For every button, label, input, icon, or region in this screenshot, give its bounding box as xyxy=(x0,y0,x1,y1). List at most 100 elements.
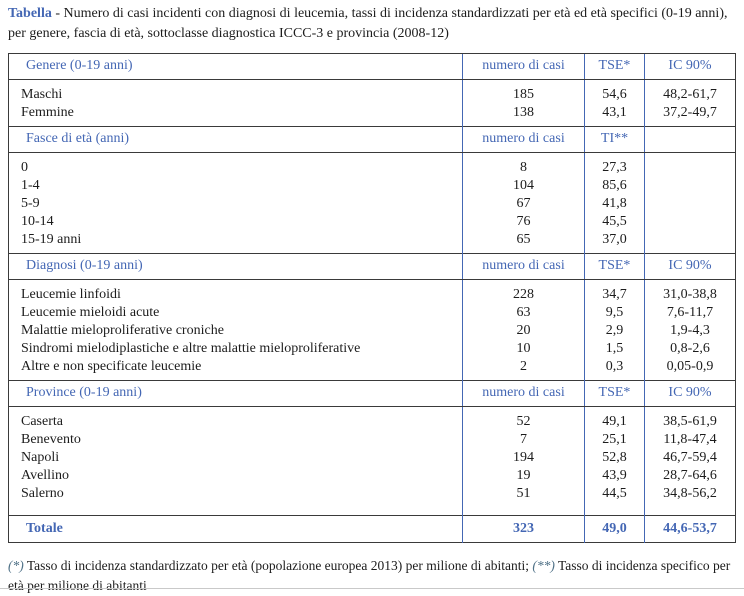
section-header-row: Fasce di età (anni) numero di casi TI** xyxy=(8,125,736,153)
table-cell: 2 xyxy=(462,357,585,381)
section-header-cell: IC 90% xyxy=(644,379,736,407)
table-cell: 1,9-4,3 xyxy=(644,321,736,340)
table-cell: 51 xyxy=(462,484,585,516)
table-cell: 228 xyxy=(462,279,585,304)
section-header-cell: IC 90% xyxy=(644,252,736,280)
table-cell: Napoli xyxy=(21,449,60,465)
table-cell: 85,6 xyxy=(584,176,645,195)
table-row: Leucemie mieloidi acute 63 9,5 7,6-11,7 xyxy=(9,303,736,322)
table-cell: Femmine xyxy=(21,104,74,120)
table-cell: 31,0-38,8 xyxy=(644,279,736,304)
table-caption: Tabella - Numero di casi incidenti con d… xyxy=(8,4,736,44)
table-cell: 138 xyxy=(462,103,585,127)
table-cell: 37,0 xyxy=(584,230,645,254)
table-cell: 28,7-64,6 xyxy=(644,466,736,485)
section-header-cell xyxy=(644,125,736,153)
table-row: Femmine 138 43,1 37,2-49,7 xyxy=(9,103,736,127)
table-row: 5-9 67 41,8 xyxy=(9,194,736,213)
section-header-cell: Province (0-19 anni) xyxy=(8,379,463,407)
footnote-marker-1: (*) xyxy=(8,557,24,573)
table-cell: Altre e non specificate leucemie xyxy=(21,358,202,374)
section-header-row: Genere (0-19 anni) numero di casi TSE* IC 9… xyxy=(8,52,736,80)
table-cell: 10-14 xyxy=(21,213,54,229)
total-cell: Totale xyxy=(8,514,463,543)
table-cell: 54,6 xyxy=(584,79,645,104)
table-cell: 0,8-2,6 xyxy=(644,339,736,358)
table-cell: 48,2-61,7 xyxy=(644,79,736,104)
table-cell: 8 xyxy=(462,152,585,177)
table-cell: 19 xyxy=(462,466,585,485)
footnote-marker-2: (**) xyxy=(532,557,555,573)
table-cell: Leucemie linfoidi xyxy=(21,286,121,302)
table-row: Caserta 52 49,1 38,5-61,9 xyxy=(9,406,736,431)
table-cell: 2,9 xyxy=(584,321,645,340)
table-caption-text: - Numero di casi incidenti con diagnosi … xyxy=(8,6,728,41)
table-cell: 34,7 xyxy=(584,279,645,304)
table-cell: 0 xyxy=(21,159,28,175)
table-cell: 76 xyxy=(462,212,585,231)
table-row: 15-19 anni 65 37,0 xyxy=(9,230,736,254)
table-cell xyxy=(644,176,736,195)
table-cell xyxy=(644,194,736,213)
section-header-cell: TSE* xyxy=(584,379,645,407)
table-cell: Caserta xyxy=(21,413,63,429)
table-cell: 104 xyxy=(462,176,585,195)
section-header-cell: TSE* xyxy=(584,252,645,280)
table-row: Leucemie linfoidi 228 34,7 31,0-38,8 xyxy=(9,279,736,304)
table-cell: 46,7-59,4 xyxy=(644,448,736,467)
table-cell: 5-9 xyxy=(21,195,40,211)
table-cell: Avellino xyxy=(21,467,69,483)
bottom-divider xyxy=(0,588,744,589)
table-cell: 0,05-0,9 xyxy=(644,357,736,381)
table-cell: 0,3 xyxy=(584,357,645,381)
total-row: Totale 323 49,0 44,6-53,7 xyxy=(8,514,736,543)
table-cell: 11,8-47,4 xyxy=(644,430,736,449)
table-cell: Benevento xyxy=(21,431,81,447)
section-header-cell: numero di casi xyxy=(462,125,585,153)
table-row: Avellino 19 43,9 28,7-64,6 xyxy=(9,466,736,485)
section-header-cell: Fasce di età (anni) xyxy=(8,125,463,153)
table-cell: 9,5 xyxy=(584,303,645,322)
section-header-cell: Diagnosi (0-19 anni) xyxy=(8,252,463,280)
table-cell: 7,6-11,7 xyxy=(644,303,736,322)
table-row: Maschi 185 54,6 48,2-61,7 xyxy=(9,79,736,104)
table-cell: 194 xyxy=(462,448,585,467)
table-cell: 43,9 xyxy=(584,466,645,485)
table-row: 10-14 76 45,5 xyxy=(9,212,736,231)
section-header-cell: numero di casi xyxy=(462,379,585,407)
table-cell xyxy=(644,212,736,231)
table-cell: 27,3 xyxy=(584,152,645,177)
stats-table: Genere (0-19 anni) numero di casi TSE* IC 9… xyxy=(8,52,736,543)
table-cell: 45,5 xyxy=(584,212,645,231)
table-row: Altre e non specificate leucemie 2 0,3 0,05… xyxy=(9,357,736,381)
section-header-cell: Genere (0-19 anni) xyxy=(8,52,463,80)
table-row: Benevento 7 25,1 11,8-47,4 xyxy=(9,430,736,449)
table-cell: 1-4 xyxy=(21,177,40,193)
table-cell: 44,5 xyxy=(584,484,645,516)
table-cell: Malattie mieloproliferative croniche xyxy=(21,322,224,338)
table-cell: 10 xyxy=(462,339,585,358)
table-row: 1-4 104 85,6 xyxy=(9,176,736,195)
total-cell: 49,0 xyxy=(584,514,645,543)
table-cell: Leucemie mieloidi acute xyxy=(21,304,160,320)
table-cell: 52,8 xyxy=(584,448,645,467)
table-cell: 65 xyxy=(462,230,585,254)
table-cell: 67 xyxy=(462,194,585,213)
table-cell: 43,1 xyxy=(584,103,645,127)
table-cell: 34,8-56,2 xyxy=(644,484,736,516)
section-header-row: Diagnosi (0-19 anni) numero di casi TSE* IC… xyxy=(8,252,736,280)
table-cell: Salerno xyxy=(21,485,64,501)
section-header-cell: TSE* xyxy=(584,52,645,80)
table-cell: 41,8 xyxy=(584,194,645,213)
total-cell: 44,6-53,7 xyxy=(644,514,736,543)
table-row: 0 8 27,3 xyxy=(9,152,736,177)
table-cell: 20 xyxy=(462,321,585,340)
table-cell: 1,5 xyxy=(584,339,645,358)
table-cell: 63 xyxy=(462,303,585,322)
total-cell: 323 xyxy=(462,514,585,543)
table-row: Salerno 51 44,5 34,8-56,2 xyxy=(9,484,736,516)
table-cell: 37,2-49,7 xyxy=(644,103,736,127)
section-header-row: Province (0-19 anni) numero di casi TSE* IC… xyxy=(8,379,736,407)
footnote: (*) Tasso di incidenza standardizzato pe… xyxy=(8,556,736,596)
table-cell: 7 xyxy=(462,430,585,449)
